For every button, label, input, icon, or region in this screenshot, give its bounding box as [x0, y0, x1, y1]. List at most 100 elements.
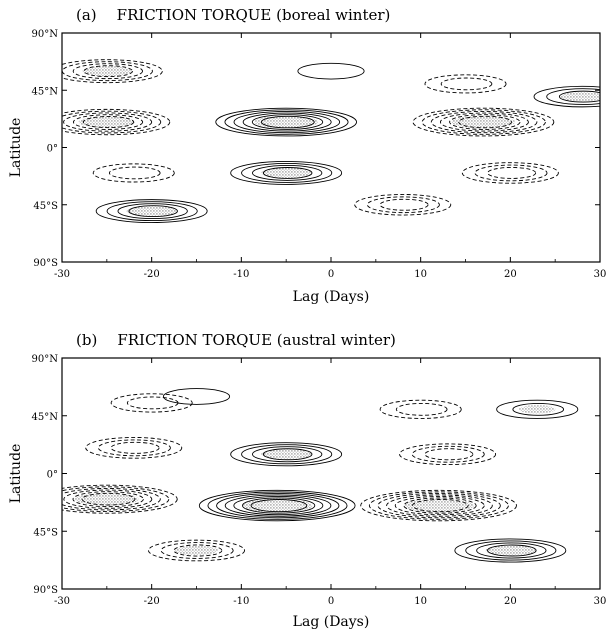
- contour-feature-positive: [95, 199, 208, 224]
- contour-feature-negative: [354, 194, 452, 216]
- contour-line: [62, 487, 161, 511]
- contour-feature-negative: [379, 399, 462, 419]
- contour-line: [454, 538, 567, 563]
- x-tick-label: -20: [144, 269, 160, 280]
- contour-line: [496, 399, 579, 419]
- contour-line: [439, 112, 529, 132]
- contour-line: [412, 107, 555, 137]
- contour-feature-positive: [533, 85, 600, 108]
- contour-line: [440, 77, 493, 91]
- contour-line: [110, 393, 193, 413]
- contour-line: [512, 402, 565, 416]
- contour-feature-positive: [198, 489, 356, 522]
- y-tick-label: 90°S: [33, 585, 58, 596]
- contour-feature-negative: [62, 59, 163, 84]
- contour-line: [85, 437, 183, 459]
- contour-line: [83, 65, 134, 78]
- contour-line: [377, 492, 501, 519]
- contour-feature-negative: [412, 107, 555, 137]
- contour-line: [262, 167, 313, 179]
- contour-line: [354, 194, 452, 216]
- contour-line: [62, 484, 178, 514]
- contour-line: [63, 112, 153, 132]
- contour-line: [461, 162, 559, 184]
- contour-line: [412, 499, 469, 513]
- panel-b: -30 -20 -10 0 10 20 30 90°N 45°N 0° 45°S 90°S (b) FRI…: [8, 331, 606, 630]
- contour-feature-positive: [230, 161, 343, 185]
- x-tick-label: 20: [504, 596, 517, 607]
- contour-line: [230, 161, 343, 185]
- contour-feature-negative: [110, 393, 193, 413]
- y-axis-label: Latitude: [8, 118, 24, 178]
- contour-line: [82, 116, 135, 129]
- contour-line: [252, 446, 323, 463]
- contour-line: [241, 444, 333, 465]
- contour-line: [128, 205, 178, 218]
- x-tick-label: -30: [54, 596, 70, 607]
- y-tick-label: 90°S: [33, 258, 58, 269]
- contour-line: [72, 63, 143, 80]
- contour-feature-negative: [148, 539, 245, 562]
- panel-title-text: FRICTION TORQUE (austral winter): [117, 331, 396, 349]
- stipple-region: [560, 91, 600, 102]
- contour-line: [262, 448, 313, 461]
- contour-feature-negative: [461, 162, 559, 184]
- contour-line: [366, 196, 440, 214]
- contour-line: [368, 491, 509, 520]
- contour-line: [476, 542, 547, 559]
- y-tick-label: 0°: [47, 470, 58, 481]
- panel-title: (a) FRICTION TORQUE (boreal winter): [76, 6, 390, 24]
- x-tick-label: -10: [233, 269, 249, 280]
- contour-feature-negative: [92, 163, 175, 183]
- contour-feature-positive: [215, 107, 358, 137]
- contour-line: [403, 497, 477, 514]
- contour-line: [424, 74, 507, 94]
- contour-line: [110, 441, 160, 454]
- contour-feature-positive: [297, 62, 365, 80]
- contour-feature-negative: [62, 108, 171, 136]
- contour-line: [487, 167, 537, 179]
- contour-feature-negative: [399, 443, 497, 466]
- stipple-region: [261, 167, 312, 179]
- contour-feature-negative: [360, 489, 517, 522]
- contour-line: [62, 59, 163, 84]
- contour-feature-positive: [162, 388, 231, 405]
- stipple-region: [78, 116, 136, 128]
- y-tick-label: 45°S: [33, 201, 58, 212]
- contour-line: [173, 544, 223, 557]
- contour-feature-positive: [454, 538, 567, 563]
- contour-feature-positive: [496, 399, 579, 419]
- contour-line: [465, 540, 557, 561]
- contour-line: [260, 115, 315, 129]
- contour-line: [379, 198, 429, 211]
- contour-line: [207, 491, 348, 520]
- contour-line: [394, 495, 485, 516]
- contour-feature-negative: [424, 74, 507, 94]
- contour-line: [241, 163, 333, 183]
- contour-line: [224, 109, 349, 135]
- contour-line: [399, 443, 497, 466]
- contour-line: [252, 165, 323, 181]
- stipple-region: [126, 205, 177, 217]
- x-axis-label: Lag (Days): [293, 289, 370, 305]
- contour-line: [198, 489, 356, 522]
- contour-line: [215, 107, 358, 137]
- y-tick-label: 0°: [47, 144, 58, 155]
- contour-field: [62, 388, 579, 563]
- contour-line: [230, 442, 343, 467]
- contour-line: [233, 495, 324, 516]
- stipple-region: [242, 498, 313, 513]
- contour-line: [233, 110, 341, 134]
- contour-line: [558, 90, 600, 103]
- contour-line: [216, 492, 340, 519]
- contour-line: [474, 164, 548, 182]
- panel-label: (b): [76, 331, 97, 349]
- contour-line: [251, 114, 324, 130]
- x-tick-label: 0: [328, 596, 334, 607]
- contour-line: [106, 201, 198, 222]
- contour-line: [72, 114, 144, 130]
- contour-line: [411, 445, 485, 463]
- stipple-region: [254, 115, 318, 129]
- contour-line: [250, 499, 308, 513]
